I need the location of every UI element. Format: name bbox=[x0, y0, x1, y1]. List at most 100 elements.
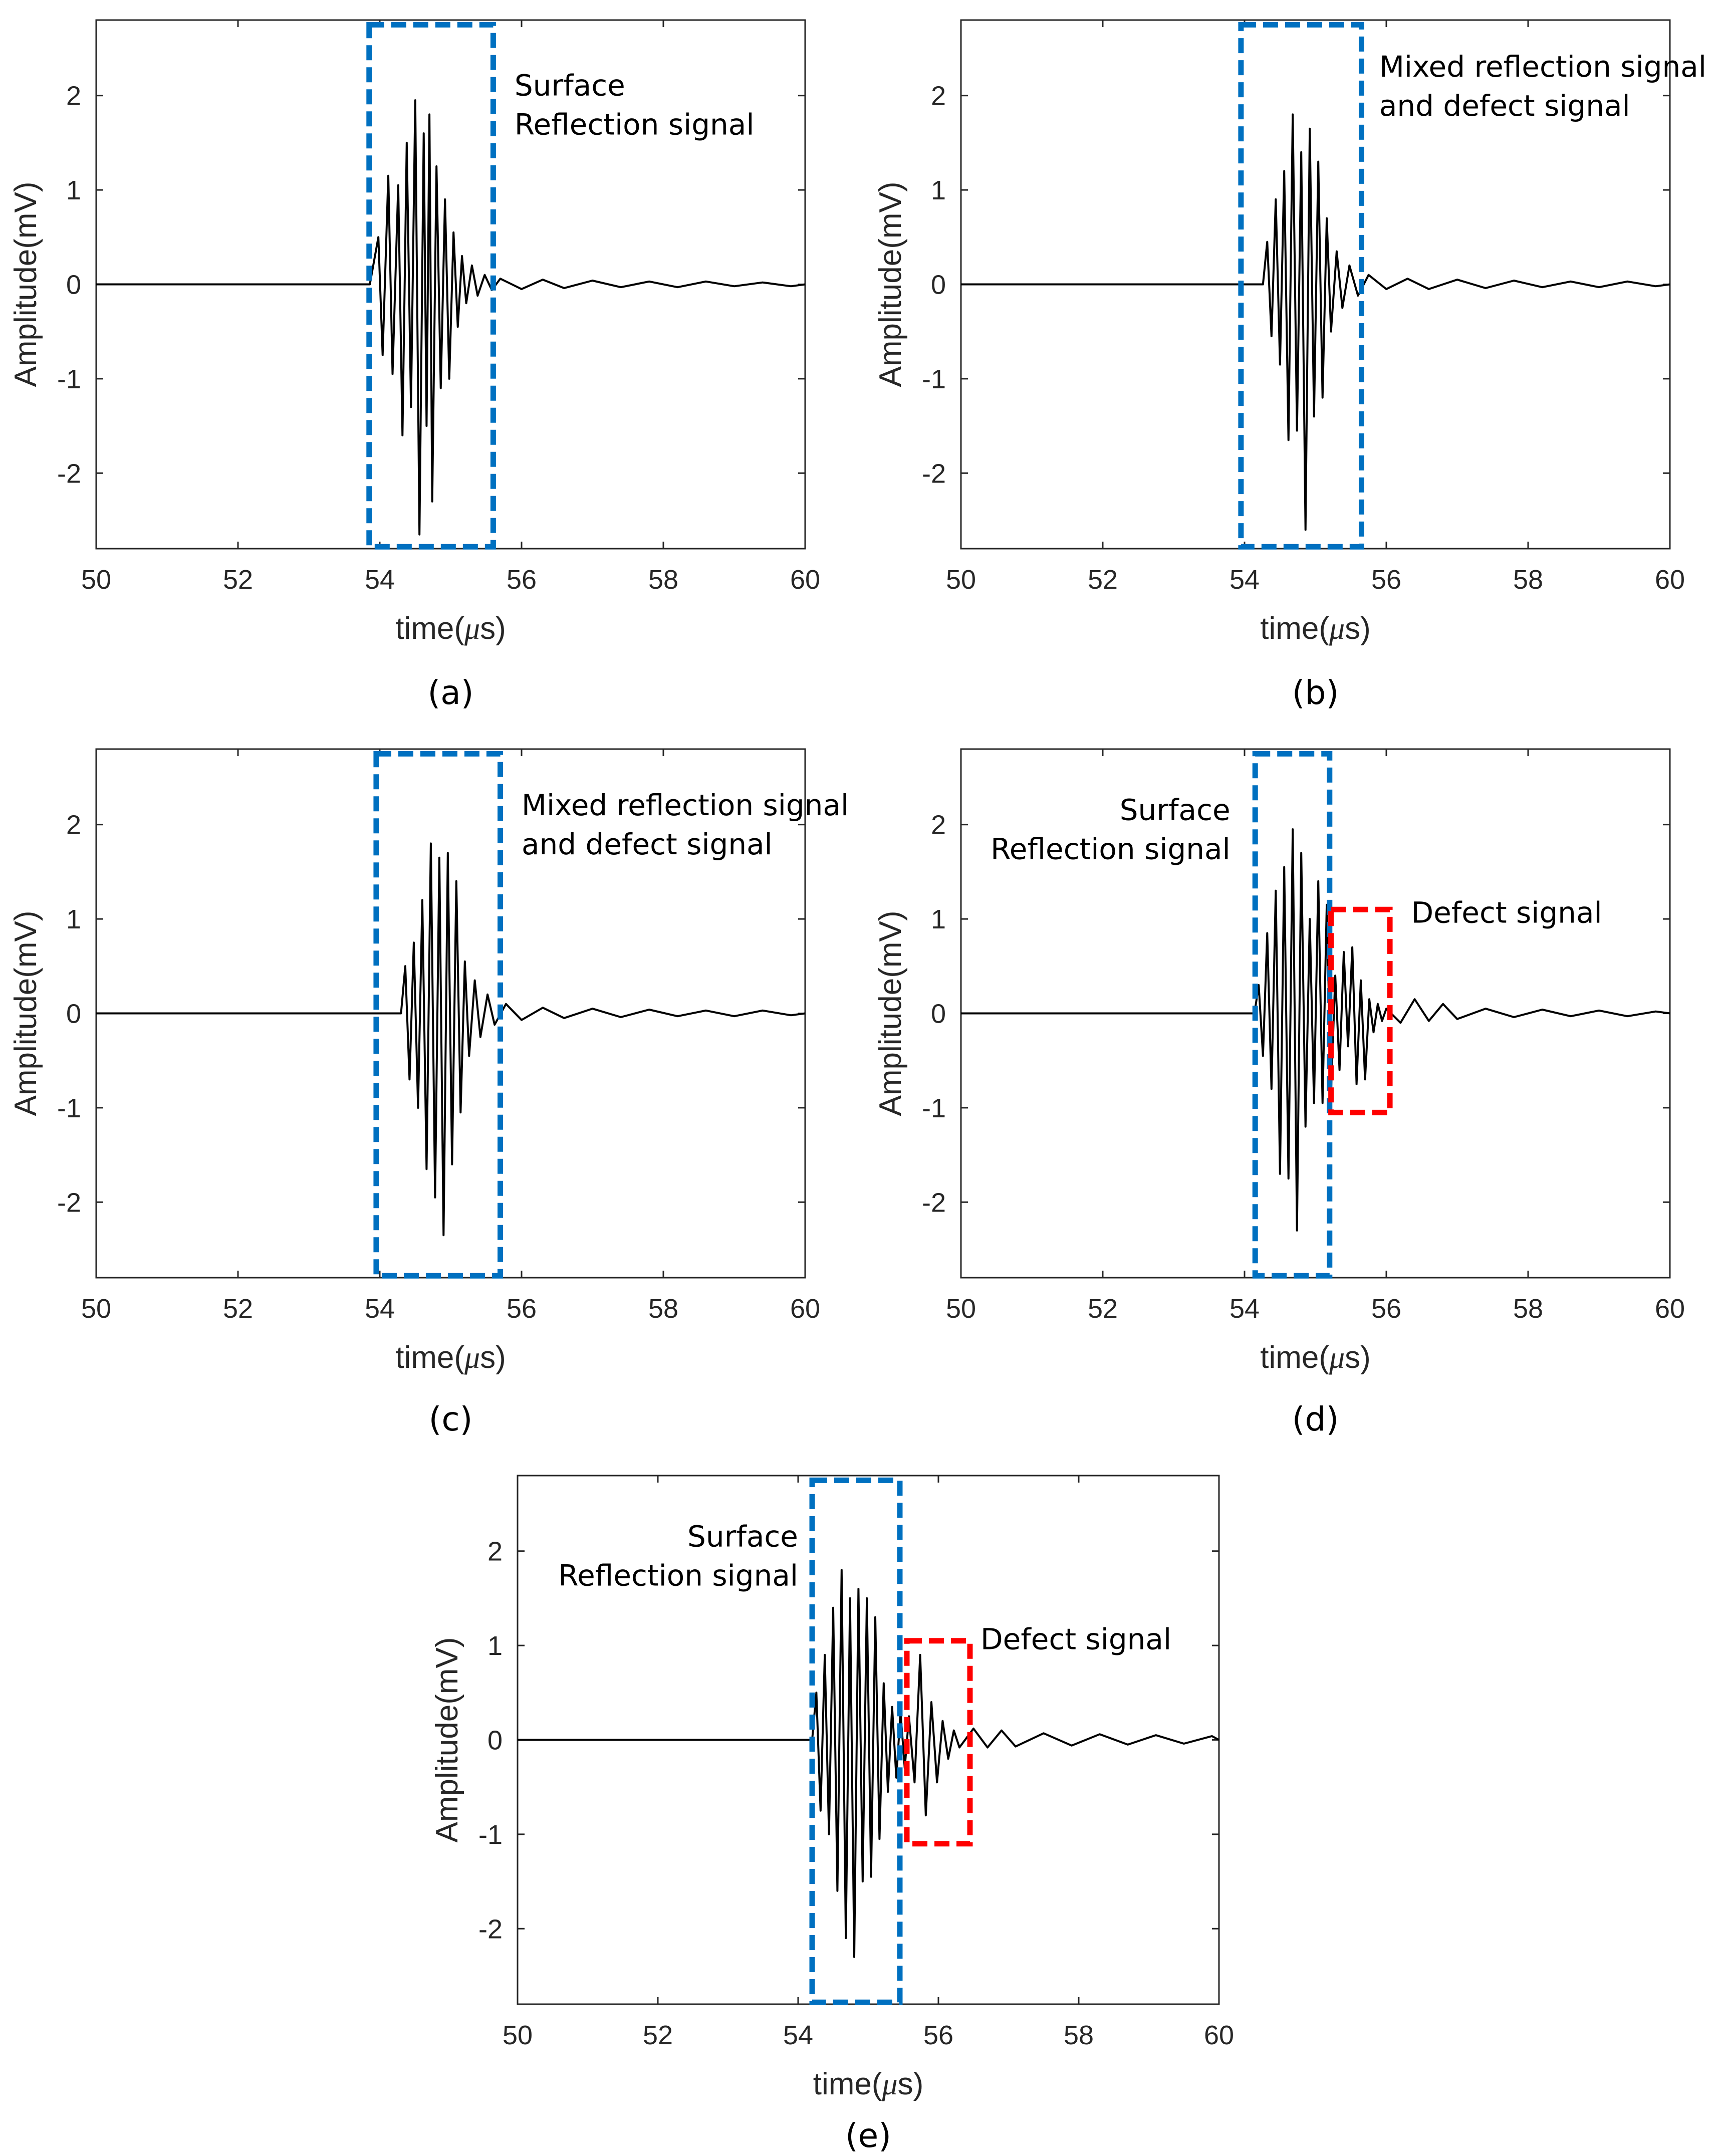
x-tick-label: 56 bbox=[507, 565, 537, 595]
reflection-signal-box bbox=[1252, 751, 1333, 1279]
annotation-text: Surface bbox=[1120, 793, 1230, 827]
x-axis-label-mu: μ bbox=[1329, 1341, 1345, 1375]
annotation-text: and defect signal bbox=[522, 827, 773, 861]
y-tick-label: 0 bbox=[66, 999, 81, 1029]
annotation-text: Defect signal bbox=[1411, 896, 1602, 930]
y-tick-label: 0 bbox=[487, 1726, 503, 1756]
x-axis-label-mu: μ bbox=[1329, 612, 1345, 646]
x-tick-label: 60 bbox=[1655, 1294, 1685, 1324]
x-tick-label: 52 bbox=[1088, 1294, 1118, 1324]
chart-panel-c: 50 52 54 56 58 60 -2 -1 0 1 2 time(μs) Amplitude(mV)… bbox=[9, 748, 849, 1439]
x-axis-label: time(μs) bbox=[395, 611, 506, 646]
panel-label: (e) bbox=[845, 2116, 891, 2155]
x-tick-label: 60 bbox=[790, 565, 820, 595]
y-tick-label: 1 bbox=[66, 904, 81, 934]
y-tick-label: 2 bbox=[487, 1537, 503, 1567]
y-tick-label: 1 bbox=[931, 175, 946, 205]
x-tick-label: 52 bbox=[223, 565, 253, 595]
annotation-text: Defect signal bbox=[980, 1622, 1171, 1656]
x-axis-label-suffix: s) bbox=[1345, 611, 1371, 646]
chart-panel-d: 50 52 54 56 58 60 -2 -1 0 1 2 time(μs) Amplitude(mV)… bbox=[873, 748, 1685, 1439]
signal-line bbox=[961, 828, 1670, 1232]
annotation-text: Reflection signal bbox=[558, 1558, 798, 1592]
x-axis-label-suffix: s) bbox=[1345, 1340, 1371, 1375]
annotation-text: and defect signal bbox=[1379, 89, 1630, 123]
x-tick-label: 54 bbox=[365, 1294, 395, 1324]
y-tick-label: -1 bbox=[57, 1093, 81, 1123]
reflection-signal-box bbox=[809, 1477, 903, 2005]
panel-label: (a) bbox=[428, 673, 474, 712]
annotation-text: Mixed reflection signal bbox=[1379, 50, 1706, 84]
x-tick-label: 50 bbox=[81, 1294, 111, 1324]
x-axis-label: time(μs) bbox=[813, 2067, 924, 2101]
y-tick-label: -1 bbox=[57, 364, 81, 394]
panel-label: (c) bbox=[429, 1400, 473, 1439]
y-tick-label: -2 bbox=[922, 458, 946, 489]
signal-line bbox=[518, 1569, 1219, 1958]
x-axis-label-mu: μ bbox=[464, 612, 480, 646]
y-tick-label: 2 bbox=[66, 810, 81, 840]
x-axis-label-prefix: time( bbox=[813, 2067, 882, 2101]
y-axis-label: Amplitude(mV) bbox=[430, 1637, 464, 1843]
x-axis-label-suffix: s) bbox=[480, 1340, 506, 1375]
y-tick-label: 0 bbox=[931, 999, 946, 1029]
y-tick-label: 0 bbox=[931, 270, 946, 300]
x-axis-label-prefix: time( bbox=[395, 1340, 464, 1375]
annotation-text: Reflection signal bbox=[515, 108, 755, 142]
signal-line bbox=[961, 113, 1670, 531]
defect-signal-box bbox=[904, 1638, 973, 1847]
x-tick-label: 58 bbox=[1064, 2020, 1094, 2050]
annotation-text: Reflection signal bbox=[991, 832, 1230, 866]
x-tick-label: 56 bbox=[923, 2020, 953, 2050]
reflection-signal-box bbox=[366, 22, 496, 550]
annotation-text: Surface bbox=[687, 1519, 798, 1553]
y-tick-label: -2 bbox=[57, 1187, 81, 1218]
y-tick-label: 2 bbox=[931, 81, 946, 111]
x-tick-label: 60 bbox=[1204, 2020, 1234, 2050]
x-axis-label-mu: μ bbox=[882, 2067, 898, 2101]
x-tick-label: 50 bbox=[81, 565, 111, 595]
y-tick-label: 2 bbox=[66, 81, 81, 111]
y-tick-label: -1 bbox=[922, 364, 946, 394]
x-axis-label-prefix: time( bbox=[395, 611, 464, 646]
x-axis-label-mu: μ bbox=[464, 1341, 480, 1375]
chart-panel-e: 50 52 54 56 58 60 -2 -1 0 1 2 time(μs) Amplitude(mV)… bbox=[430, 1475, 1234, 2155]
x-axis-label-suffix: s) bbox=[898, 2067, 924, 2101]
reflection-signal-box bbox=[373, 751, 504, 1279]
panel-label: (b) bbox=[1292, 673, 1339, 712]
y-axis-label: Amplitude(mV) bbox=[9, 911, 43, 1116]
y-tick-label: 1 bbox=[487, 1631, 503, 1661]
x-tick-label: 52 bbox=[223, 1294, 253, 1324]
defect-signal-box bbox=[1328, 906, 1393, 1115]
x-tick-label: 56 bbox=[1371, 565, 1401, 595]
y-axis-label: Amplitude(mV) bbox=[873, 182, 908, 387]
x-axis-label-prefix: time( bbox=[1260, 1340, 1329, 1375]
x-tick-label: 54 bbox=[365, 565, 395, 595]
x-tick-label: 54 bbox=[1229, 565, 1260, 595]
y-tick-label: 2 bbox=[931, 810, 946, 840]
y-axis-label: Amplitude(mV) bbox=[873, 911, 908, 1116]
x-tick-label: 60 bbox=[790, 1294, 820, 1324]
y-axis-label: Amplitude(mV) bbox=[9, 182, 43, 387]
x-tick-label: 50 bbox=[503, 2020, 533, 2050]
x-tick-label: 52 bbox=[643, 2020, 673, 2050]
reflection-signal-box bbox=[1238, 22, 1364, 550]
y-tick-label: 0 bbox=[66, 270, 81, 300]
y-tick-label: -2 bbox=[922, 1187, 946, 1218]
y-tick-label: -1 bbox=[922, 1093, 946, 1123]
x-tick-label: 52 bbox=[1088, 565, 1118, 595]
x-axis-label-suffix: s) bbox=[480, 611, 506, 646]
x-tick-label: 54 bbox=[783, 2020, 813, 2050]
y-tick-label: -1 bbox=[478, 1820, 503, 1850]
x-axis-label-prefix: time( bbox=[1260, 611, 1329, 646]
annotation-text: Surface bbox=[515, 69, 625, 103]
chart-panel-a: 50 52 54 56 58 60 -2 -1 0 1 2 time(μs) Amplitude(mV)… bbox=[9, 19, 820, 712]
panel-label: (d) bbox=[1292, 1400, 1339, 1439]
x-tick-label: 58 bbox=[1513, 565, 1543, 595]
x-tick-label: 58 bbox=[648, 565, 678, 595]
signal-line bbox=[96, 842, 806, 1237]
y-tick-label: -2 bbox=[478, 1914, 503, 1944]
x-tick-label: 58 bbox=[1513, 1294, 1543, 1324]
x-tick-label: 60 bbox=[1655, 565, 1685, 595]
x-axis-label: time(μs) bbox=[1260, 611, 1371, 646]
